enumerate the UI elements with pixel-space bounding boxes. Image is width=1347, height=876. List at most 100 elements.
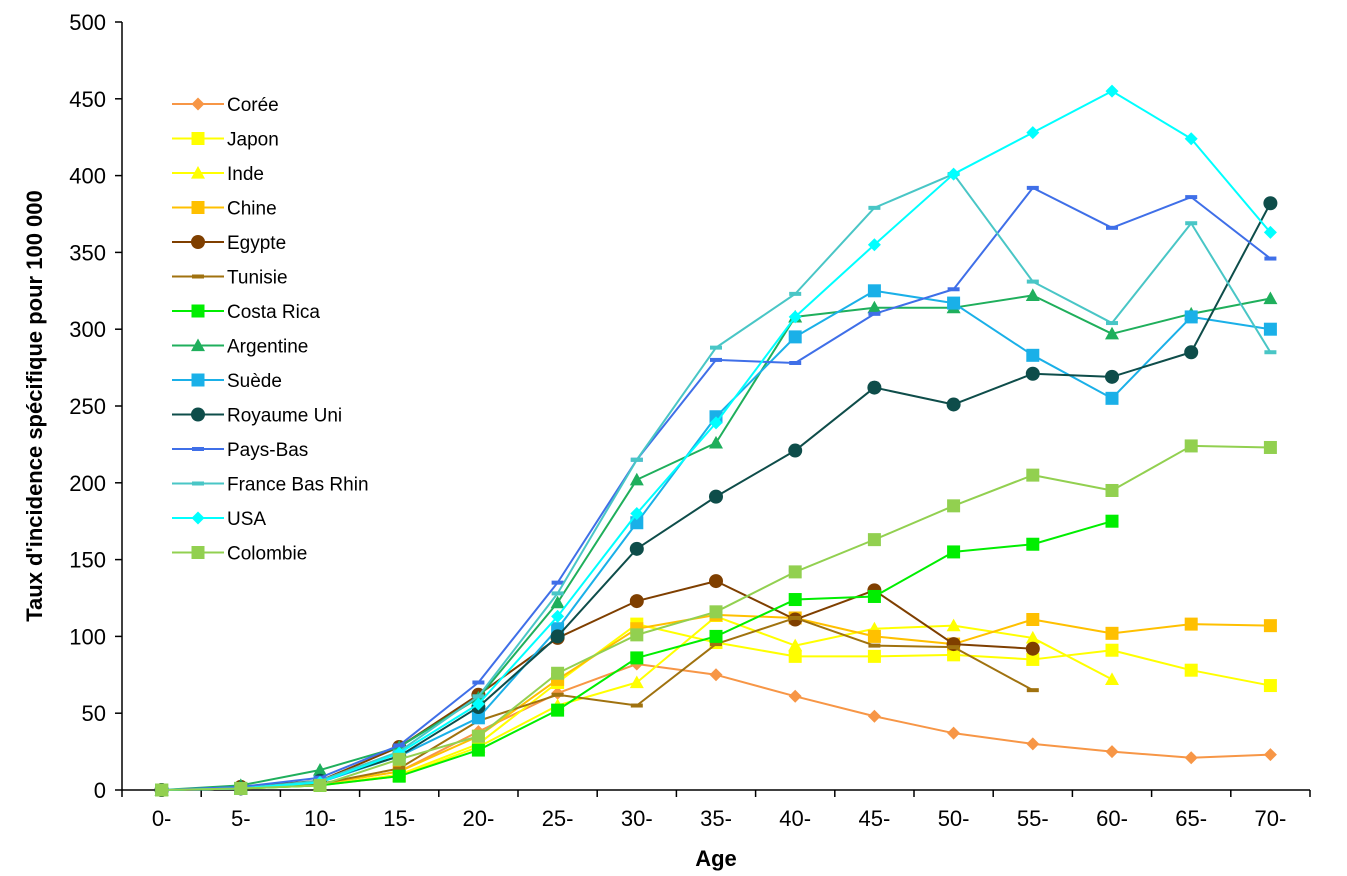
x-tick-label: 10- — [304, 806, 336, 831]
data-point — [1025, 288, 1040, 302]
data-point — [630, 703, 643, 708]
x-tick-label: 55- — [1017, 806, 1049, 831]
legend-label: Pays-Bas — [227, 440, 308, 461]
data-point — [393, 766, 406, 771]
data-point — [472, 680, 485, 685]
legend-item: Japon — [172, 130, 279, 151]
legend-label: Argentine — [227, 337, 308, 358]
data-point — [551, 591, 564, 596]
data-point — [946, 618, 961, 632]
data-point — [788, 443, 803, 458]
legend-marker — [191, 511, 205, 525]
y-tick-label: 300 — [69, 317, 106, 342]
data-point — [789, 615, 802, 620]
data-point — [1025, 630, 1040, 644]
data-point — [1184, 663, 1198, 677]
legend-marker — [191, 97, 205, 111]
data-point — [947, 167, 961, 181]
series-argentine — [154, 288, 1278, 796]
data-point — [867, 284, 881, 298]
legend-label: France Bas Rhin — [227, 475, 369, 496]
x-tick-label: 45- — [859, 806, 891, 831]
data-point — [1184, 617, 1198, 631]
data-point — [709, 605, 723, 619]
x-tick-label: 25- — [542, 806, 574, 831]
data-point — [1263, 225, 1277, 239]
data-point — [868, 311, 881, 316]
data-point — [1185, 221, 1198, 226]
data-point — [551, 666, 565, 680]
series-line — [161, 663, 1271, 791]
y-tick-label: 450 — [69, 87, 106, 112]
x-axis-title: Age — [695, 846, 737, 871]
data-point — [788, 330, 802, 344]
data-point — [313, 763, 327, 776]
y-tick-label: 150 — [69, 548, 106, 573]
legend: Corée Japon Inde Chine Egypte Tunisie Costa Ri… — [172, 95, 369, 565]
data-point — [946, 397, 961, 412]
x-ticks: 0- 5- 10- 15- 20- 25- 30- 35- 40- 45- 50- 55- 60- 65-… — [121, 790, 1311, 831]
data-point — [710, 345, 722, 350]
data-point — [947, 287, 960, 292]
data-point — [1264, 256, 1277, 261]
data-point — [393, 743, 406, 748]
legend-item: Tunisie — [172, 268, 288, 289]
data-point — [1105, 369, 1119, 384]
legend-item: Argentine — [172, 337, 308, 358]
data-point — [1026, 537, 1040, 551]
data-point — [629, 594, 644, 609]
data-point — [788, 565, 802, 579]
data-point — [551, 580, 564, 585]
data-point — [471, 729, 485, 743]
data-point — [1263, 196, 1278, 211]
y-tick-label: 0 — [94, 778, 106, 803]
x-tick-label: 35- — [700, 806, 732, 831]
data-point — [472, 694, 485, 699]
series-line — [161, 294, 1271, 791]
legend-label: Corée — [227, 95, 279, 116]
data-point — [1263, 619, 1277, 633]
data-point — [709, 416, 723, 430]
legend-label: Japon — [227, 130, 279, 151]
series-layer — [154, 84, 1278, 797]
data-point — [867, 533, 881, 547]
data-point — [1026, 468, 1040, 482]
data-point — [630, 651, 644, 665]
x-tick-label: 60- — [1096, 806, 1128, 831]
legend-marker — [191, 132, 205, 145]
data-point — [392, 752, 406, 766]
data-point — [709, 668, 723, 682]
legend-item: France Bas Rhin — [172, 475, 369, 496]
data-point — [313, 778, 327, 792]
legend-marker — [191, 235, 205, 249]
data-point — [1184, 310, 1198, 324]
legend-label: Chine — [227, 199, 277, 220]
axes: 0 50 100 150 200 250 300 350 400 450 500 0- 5- 10- 15… — [69, 10, 1311, 831]
data-point — [471, 711, 485, 725]
data-point — [630, 516, 644, 530]
data-point — [550, 595, 565, 609]
legend-item: Costa Rica — [172, 302, 320, 323]
data-point — [788, 638, 803, 652]
data-point — [234, 781, 248, 795]
data-point — [1026, 348, 1040, 362]
legend-marker — [191, 304, 205, 318]
data-point — [709, 435, 723, 449]
data-point — [629, 541, 644, 556]
data-point — [1026, 126, 1040, 140]
data-point — [788, 310, 802, 324]
legend-item: Egypte — [172, 233, 286, 254]
data-point — [1026, 613, 1040, 627]
data-point — [1184, 751, 1198, 765]
data-point — [788, 649, 802, 663]
data-point — [867, 649, 881, 663]
data-point — [1263, 679, 1277, 693]
data-point — [1105, 514, 1119, 528]
data-point — [1263, 291, 1278, 305]
data-point — [867, 629, 881, 643]
data-point — [867, 709, 881, 723]
data-point — [1026, 652, 1040, 666]
data-point — [1184, 132, 1198, 146]
data-point — [868, 643, 881, 648]
